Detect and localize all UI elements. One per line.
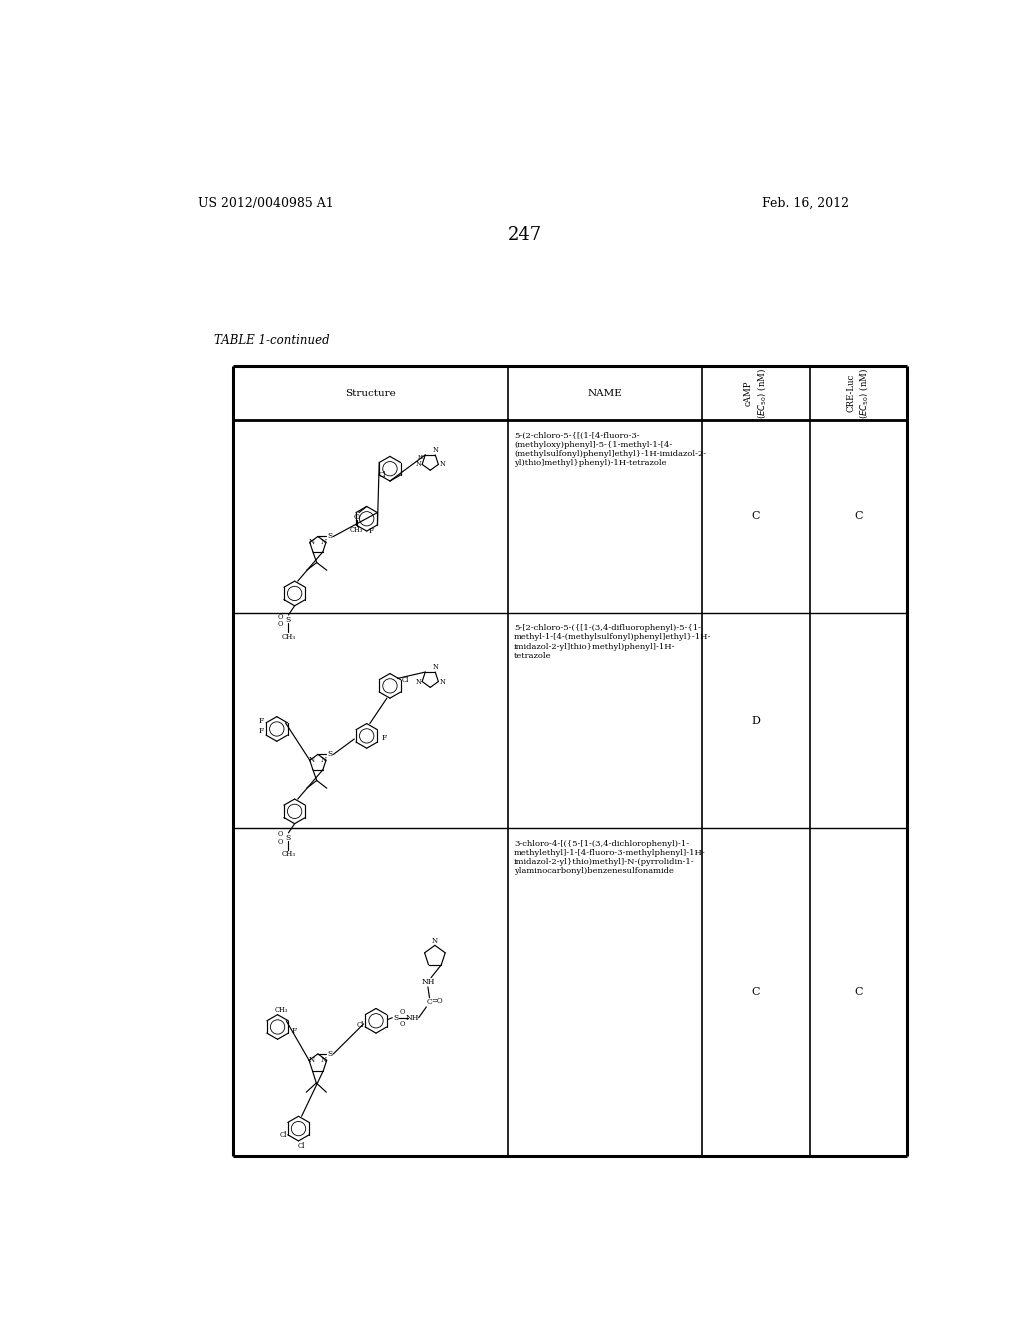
Text: S: S [286,833,291,842]
Text: F: F [369,527,374,535]
Text: F: F [291,1027,297,1035]
Text: D: D [752,715,760,726]
Text: CH₃: CH₃ [282,632,296,640]
Text: S: S [286,615,291,623]
Text: O: O [399,1007,406,1015]
Text: N: N [309,1056,315,1064]
Text: C: C [752,987,760,997]
Text: C: C [854,511,862,521]
Text: H: H [417,454,422,459]
Text: S: S [328,532,333,540]
Text: O: O [278,612,284,620]
Text: S: S [328,1049,333,1057]
Text: US 2012/0040985 A1: US 2012/0040985 A1 [198,197,334,210]
Text: O: O [399,1020,406,1028]
Text: CH₃: CH₃ [274,1006,288,1014]
Text: O: O [353,513,359,521]
Text: N: N [416,677,421,685]
Text: 3-chloro-4-[({5-[1-(3,4-dichlorophenyl)-1-
methylethyl]-1-[4-fluoro-3-methylphen: 3-chloro-4-[({5-[1-(3,4-dichlorophenyl)-… [514,840,706,875]
Text: Cl: Cl [356,1022,365,1030]
Text: N: N [439,677,445,685]
Text: Cl: Cl [379,471,386,479]
Text: O: O [278,830,284,838]
Text: CRE-Luc
$(EC_{50})$ (nM): CRE-Luc $(EC_{50})$ (nM) [847,367,870,418]
Text: N: N [432,937,438,945]
Text: NAME: NAME [587,389,622,397]
Text: C: C [427,998,432,1006]
Text: F: F [259,717,264,725]
Text: CH₃: CH₃ [350,527,364,535]
Text: Structure: Structure [345,389,395,397]
Text: N: N [321,1056,327,1064]
Text: NH: NH [421,978,434,986]
Text: C: C [752,511,760,521]
Text: N: N [321,539,327,546]
Text: 5-(2-chloro-5-{[(1-[4-fluoro-3-
(methyloxy)phenyl]-5-{1-methyl-1-[4-
(methylsulf: 5-(2-chloro-5-{[(1-[4-fluoro-3- (methylo… [514,432,707,467]
Text: Cl: Cl [297,1142,304,1150]
Text: F: F [259,727,264,735]
Text: O: O [278,838,284,846]
Text: 5-[2-chloro-5-({[1-(3,4-difluorophenyl)-5-{1-
methyl-1-[4-(methylsulfonyl)phenyl: 5-[2-chloro-5-({[1-(3,4-difluorophenyl)-… [514,624,712,660]
Text: 247: 247 [508,226,542,244]
Text: =O: =O [431,997,443,1005]
Text: Cl: Cl [280,1131,287,1139]
Text: Cl: Cl [401,676,410,684]
Text: C: C [854,987,862,997]
Text: F: F [381,734,386,742]
Text: N: N [439,461,445,469]
Text: N: N [309,539,315,546]
Text: NH: NH [406,1014,419,1022]
Text: S: S [328,750,333,759]
Text: TABLE 1-continued: TABLE 1-continued [214,334,329,347]
Text: O: O [278,620,284,628]
Text: N: N [416,461,421,469]
Text: CH₃: CH₃ [282,850,296,858]
Text: N: N [432,446,438,454]
Text: S: S [393,1014,398,1022]
Text: N: N [432,664,438,672]
Text: N: N [309,756,315,764]
Text: Feb. 16, 2012: Feb. 16, 2012 [762,197,849,210]
Text: N: N [321,756,327,764]
Text: cAMP
$(EC_{50})$ (nM): cAMP $(EC_{50})$ (nM) [743,367,768,418]
